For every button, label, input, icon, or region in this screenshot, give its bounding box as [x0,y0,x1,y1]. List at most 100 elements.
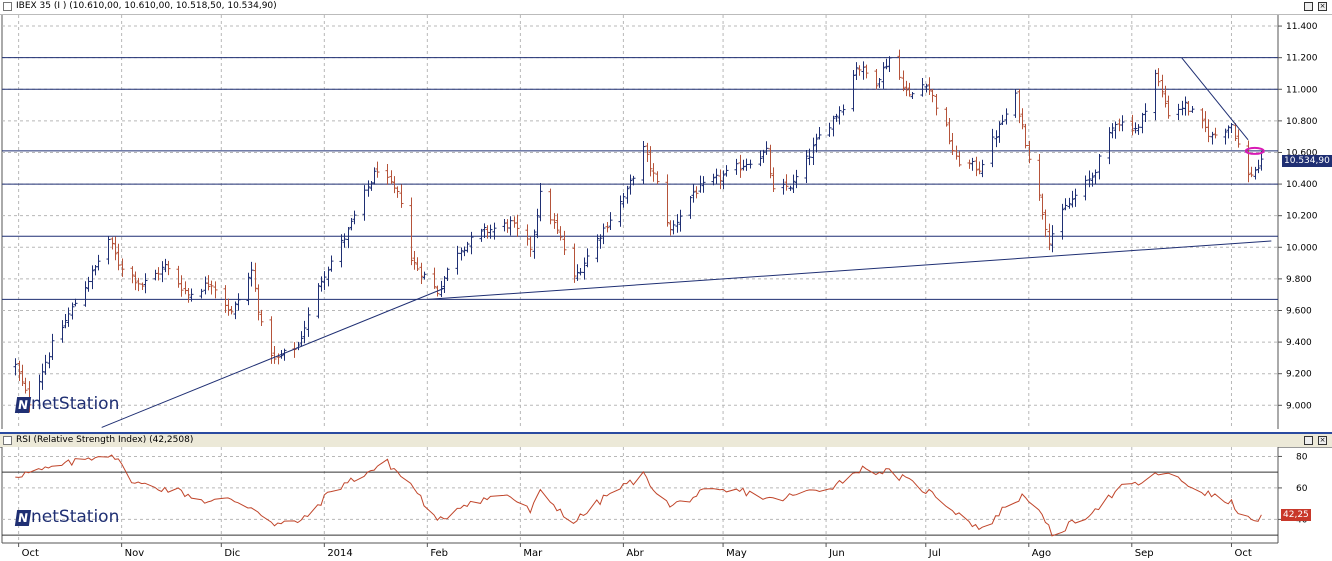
rsi-chart[interactable]: 806040OctNovDic2014FebMarAbrMayJunJulAgo… [0,447,1332,561]
ohlc-bar [1113,121,1118,139]
ohlc-bar [595,234,600,263]
ohlc-bar [944,107,949,127]
x-tick-label: Oct [1234,548,1251,559]
price-tick-label: 9.200 [1286,370,1312,380]
ohlc-bar [1253,166,1258,180]
price-tick-label: 9.600 [1286,306,1312,316]
ohlc-bar [1233,123,1238,141]
ohlc-bar [827,122,832,137]
netstation-logo-text: netStation [31,394,120,414]
ohlc-bar [701,176,706,193]
ohlc-bar [694,186,699,199]
ohlc-bar [834,113,839,122]
ohlc-bar [601,223,606,245]
ohlc-bar [445,267,450,281]
ohlc-bar [349,218,354,231]
trendline [427,240,1272,300]
ohlc-bar [236,293,241,311]
ohlc-bar [721,170,726,190]
ohlc-bar [877,77,882,88]
ohlc-bar [1027,140,1032,164]
ohlc-bar [362,185,367,221]
ohlc-bar [23,377,28,394]
price-tick-label: 11.000 [1286,85,1318,95]
ohlc-bar [1206,119,1211,143]
ohlc-bar [189,288,194,302]
ohlc-bar [455,245,460,275]
ohlc-bar [342,233,347,248]
ohlc-bar [887,56,892,73]
ohlc-bar [817,127,822,140]
trendline [1181,57,1249,141]
ohlc-bar [814,133,819,153]
ohlc-bar [967,159,972,169]
rsi-plot-area [2,447,1278,543]
ohlc-bar [957,151,962,167]
ohlc-bar [63,313,68,329]
last-price-badge: 10.534,90 [1282,155,1332,167]
x-tick-label: Mar [523,548,543,559]
ohlc-bar [1070,190,1075,208]
ohlc-bar [811,137,816,166]
ohlc-bar [1163,85,1168,108]
ohlc-bar [904,80,909,97]
ohlc-bar [415,257,420,271]
ohlc-bar [555,213,560,234]
ohlc-bar [950,132,955,156]
ohlc-bar [1097,153,1102,180]
ohlc-bar [1259,151,1264,171]
ohlc-bar [768,144,773,179]
ohlc-bar [43,354,48,375]
ohlc-bar [206,275,211,291]
ohlc-bar [1107,127,1112,165]
netstation-logo-text: netStation [31,507,120,527]
ohlc-bar [608,212,613,231]
ohlc-bar [1004,108,1009,125]
ohlc-bar [907,82,912,97]
rsi-last-value-badge: 42,25 [1281,509,1311,521]
price-panel-titlebar: IBEX 35 (I ) (10.610,00, 10.610,00, 10.5… [0,0,1332,15]
ohlc-bar [970,157,975,171]
x-tick-label: May [726,548,747,559]
price-tick-label: 9.400 [1286,338,1312,348]
x-tick-label: Feb [430,548,448,559]
chart-icon [3,2,12,11]
close-icon[interactable]: × [1318,2,1327,11]
ohlc-bar [977,161,982,175]
rsi-series-line [15,454,1262,537]
ohlc-bar [1166,95,1171,119]
ohlc-bar [625,185,630,204]
ohlc-bar [186,288,191,303]
ohlc-bar [1017,89,1022,124]
ohlc-bar [1020,108,1025,130]
ohlc-bar [469,231,474,255]
trendline [101,287,445,428]
ohlc-bar [675,214,680,233]
ohlc-bar [73,298,78,307]
minimize-icon[interactable] [1304,436,1313,445]
ohlc-bar [548,188,553,225]
price-panel-title: IBEX 35 (I ) (10.610,00, 10.610,00, 10.5… [16,1,277,11]
ohlc-bar [578,267,583,276]
ohlc-bar [179,275,184,297]
ohlc-bar [412,250,417,270]
ohlc-bar [375,161,380,178]
price-chart[interactable]: 11.400 11.200 11.000 10.800 10.600 10.400 10.2… [0,15,1332,429]
price-tick-label: 11.200 [1286,54,1318,64]
ohlc-bar [66,307,71,327]
ohlc-bar [532,229,537,259]
ohlc-bar [678,209,683,232]
ohlc-bar [395,186,400,198]
minimize-icon[interactable] [1304,2,1313,11]
ohlc-bar [346,226,351,249]
ohlc-bar [718,169,723,190]
x-tick-label: Sep [1135,548,1154,559]
ohlc-bar [233,301,238,320]
ohlc-bar [784,174,789,191]
ohlc-bar [226,298,231,316]
ohlc-bar [419,262,424,284]
ohlc-bar [980,159,985,178]
ohlc-bar [352,210,357,225]
x-tick-label: Abr [626,548,644,559]
close-icon[interactable]: × [1318,436,1327,445]
